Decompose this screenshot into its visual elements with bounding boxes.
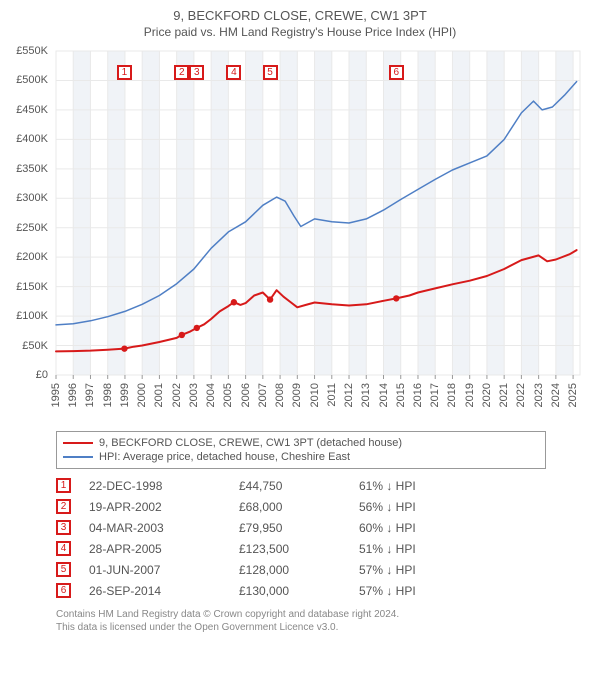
transaction-marker: 5 xyxy=(56,562,71,577)
chart-title-desc: Price paid vs. HM Land Registry's House … xyxy=(10,25,590,39)
transaction-date: 22-DEC-1998 xyxy=(89,479,239,493)
legend-row: HPI: Average price, detached house, Ches… xyxy=(63,450,539,464)
price-chart: £0 £50K £100K £150K £200K £250K £300K £350K £400… xyxy=(10,45,590,425)
x-tick-label: 2012 xyxy=(343,383,355,407)
footer-line-2: This data is licensed under the Open Gov… xyxy=(56,622,590,635)
transaction-price: £123,500 xyxy=(239,542,359,556)
x-tick-label: 2001 xyxy=(153,383,165,407)
y-tick-label: £0 xyxy=(10,369,48,381)
transaction-hpi: 57% ↓ HPI xyxy=(359,563,499,577)
y-tick-label: £150K xyxy=(10,281,48,293)
page: 9, BECKFORD CLOSE, CREWE, CW1 3PT Price … xyxy=(0,0,600,680)
x-tick-label: 2022 xyxy=(515,383,527,407)
x-tick-label: 2023 xyxy=(533,383,545,407)
x-tick-label: 2009 xyxy=(291,383,303,407)
transaction-marker: 3 xyxy=(56,520,71,535)
sale-marker: 6 xyxy=(389,65,404,80)
x-tick-label: 1995 xyxy=(50,383,62,407)
y-tick-label: £100K xyxy=(10,310,48,322)
x-tick-label: 2000 xyxy=(136,383,148,407)
transaction-hpi: 51% ↓ HPI xyxy=(359,542,499,556)
transaction-marker: 1 xyxy=(56,478,71,493)
x-tick-label: 2005 xyxy=(222,383,234,407)
y-tick-label: £250K xyxy=(10,222,48,234)
x-tick-label: 2008 xyxy=(274,383,286,407)
x-tick-label: 2013 xyxy=(360,383,372,407)
y-tick-label: £50K xyxy=(10,340,48,352)
x-tick-label: 2004 xyxy=(205,383,217,407)
legend-box: 9, BECKFORD CLOSE, CREWE, CW1 3PT (detac… xyxy=(56,431,546,469)
transaction-price: £44,750 xyxy=(239,479,359,493)
transaction-date: 01-JUN-2007 xyxy=(89,563,239,577)
x-tick-label: 2015 xyxy=(395,383,407,407)
y-tick-label: £400K xyxy=(10,133,48,145)
transaction-row: 6 26-SEP-2014£130,00057% ↓ HPI xyxy=(56,580,546,601)
transaction-marker: 4 xyxy=(56,541,71,556)
legend-label: HPI: Average price, detached house, Ches… xyxy=(99,451,350,463)
transaction-hpi: 61% ↓ HPI xyxy=(359,479,499,493)
chart-svg xyxy=(10,45,590,425)
sale-marker: 2 xyxy=(174,65,189,80)
x-tick-label: 2021 xyxy=(498,383,510,407)
transaction-hpi: 56% ↓ HPI xyxy=(359,500,499,514)
x-tick-label: 1997 xyxy=(84,383,96,407)
transaction-row: 1 22-DEC-1998£44,75061% ↓ HPI xyxy=(56,475,546,496)
x-tick-label: 2002 xyxy=(171,383,183,407)
x-tick-label: 2019 xyxy=(464,383,476,407)
x-tick-label: 2020 xyxy=(481,383,493,407)
y-tick-label: £300K xyxy=(10,192,48,204)
x-tick-label: 2007 xyxy=(257,383,269,407)
transaction-date: 28-APR-2005 xyxy=(89,542,239,556)
x-tick-label: 1998 xyxy=(102,383,114,407)
transaction-hpi: 57% ↓ HPI xyxy=(359,584,499,598)
transaction-marker: 6 xyxy=(56,583,71,598)
x-tick-label: 2006 xyxy=(240,383,252,407)
sale-marker: 1 xyxy=(117,65,132,80)
transaction-price: £130,000 xyxy=(239,584,359,598)
chart-title-address: 9, BECKFORD CLOSE, CREWE, CW1 3PT xyxy=(10,8,590,23)
footer-attribution: Contains HM Land Registry data © Crown c… xyxy=(56,609,590,634)
transaction-row: 5 01-JUN-2007£128,00057% ↓ HPI xyxy=(56,559,546,580)
transaction-price: £128,000 xyxy=(239,563,359,577)
y-tick-label: £500K xyxy=(10,74,48,86)
y-tick-label: £550K xyxy=(10,45,48,57)
y-tick-label: £200K xyxy=(10,251,48,263)
x-tick-label: 1996 xyxy=(67,383,79,407)
x-tick-label: 2018 xyxy=(446,383,458,407)
transaction-row: 2 19-APR-2002£68,00056% ↓ HPI xyxy=(56,496,546,517)
y-tick-label: £450K xyxy=(10,104,48,116)
legend-swatch xyxy=(63,456,93,458)
transaction-row: 4 28-APR-2005£123,50051% ↓ HPI xyxy=(56,538,546,559)
transaction-date: 26-SEP-2014 xyxy=(89,584,239,598)
sale-marker: 5 xyxy=(263,65,278,80)
x-tick-label: 2010 xyxy=(309,383,321,407)
transaction-row: 3 04-MAR-2003£79,95060% ↓ HPI xyxy=(56,517,546,538)
sale-marker: 3 xyxy=(189,65,204,80)
transactions-table: 1 22-DEC-1998£44,75061% ↓ HPI 2 19-APR-2002… xyxy=(56,475,546,601)
transaction-marker: 2 xyxy=(56,499,71,514)
x-tick-label: 2017 xyxy=(429,383,441,407)
legend-label: 9, BECKFORD CLOSE, CREWE, CW1 3PT (detac… xyxy=(99,437,402,449)
x-tick-label: 2025 xyxy=(567,383,579,407)
x-tick-label: 2014 xyxy=(378,383,390,407)
legend-row: 9, BECKFORD CLOSE, CREWE, CW1 3PT (detac… xyxy=(63,436,539,450)
transaction-hpi: 60% ↓ HPI xyxy=(359,521,499,535)
x-tick-label: 1999 xyxy=(119,383,131,407)
footer-line-1: Contains HM Land Registry data © Crown c… xyxy=(56,609,590,622)
legend-swatch xyxy=(63,442,93,444)
transaction-date: 19-APR-2002 xyxy=(89,500,239,514)
sale-marker: 4 xyxy=(226,65,241,80)
x-tick-label: 2024 xyxy=(550,383,562,407)
transaction-price: £68,000 xyxy=(239,500,359,514)
transaction-price: £79,950 xyxy=(239,521,359,535)
x-tick-label: 2003 xyxy=(188,383,200,407)
transaction-date: 04-MAR-2003 xyxy=(89,521,239,535)
y-tick-label: £350K xyxy=(10,163,48,175)
x-tick-label: 2011 xyxy=(326,383,338,407)
x-tick-label: 2016 xyxy=(412,383,424,407)
